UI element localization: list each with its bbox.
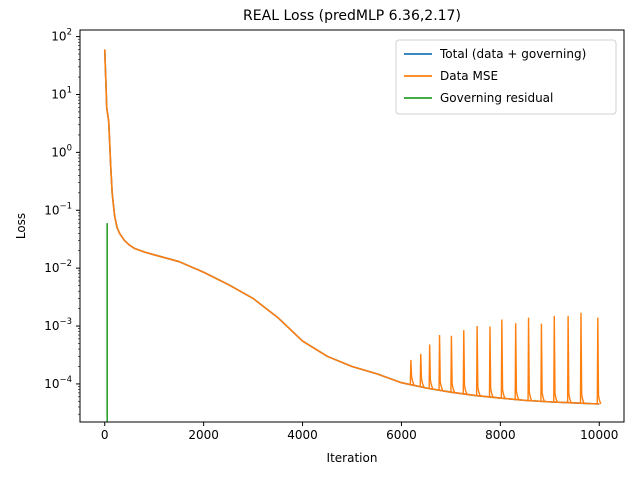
data-mse-spike xyxy=(488,326,494,398)
y-axis: 10−4 10−3 10−2 10−1 100 101 102 xyxy=(44,28,80,415)
series-layer xyxy=(103,49,602,422)
y-tick-label: 100 xyxy=(51,143,72,159)
y-axis-label: Loss xyxy=(14,213,28,239)
data-mse-spike xyxy=(579,312,585,404)
legend-entry: Data MSE xyxy=(440,69,498,83)
data-mse-spike xyxy=(500,319,506,399)
legend-box xyxy=(395,39,617,115)
data-mse-spike xyxy=(514,323,520,400)
x-tick-label: 6000 xyxy=(386,428,417,442)
y-tick-label: 102 xyxy=(51,28,72,44)
data-mse-spike xyxy=(540,323,546,402)
data-mse-spike xyxy=(596,317,602,405)
data-mse-spike xyxy=(527,317,533,401)
legend-entry: Total (data + governing) xyxy=(439,47,586,61)
data-mse-spike xyxy=(450,335,456,393)
x-axis: 0 2000 4000 6000 8000 10000 xyxy=(101,422,618,442)
data-mse-spike xyxy=(438,335,444,391)
x-tick-label: 8000 xyxy=(485,428,516,442)
data-mse-spike xyxy=(419,353,425,387)
data-mse-spike xyxy=(409,359,415,385)
x-tick-label: 0 xyxy=(101,428,109,442)
data-mse-spike xyxy=(553,315,558,403)
legend-entry: Governing residual xyxy=(440,91,553,105)
x-tick-label: 4000 xyxy=(287,428,318,442)
plot-area xyxy=(79,29,625,423)
chart-title: REAL Loss (predMLP 6.36,2.17) xyxy=(243,8,461,24)
y-tick-label: 10−1 xyxy=(44,201,72,217)
y-tick-label: 101 xyxy=(51,85,72,101)
legend: Total (data + governing) Data MSE Governin… xyxy=(395,39,617,115)
axes-frame xyxy=(79,29,625,423)
y-tick-label: 10−3 xyxy=(44,317,72,333)
y-tick-label: 10−4 xyxy=(44,375,72,391)
data-mse-spike xyxy=(475,326,481,396)
data-mse-spike xyxy=(462,330,468,395)
x-tick-label: 10000 xyxy=(580,428,618,442)
data-mse-spike xyxy=(566,315,572,403)
data-mse-spike xyxy=(428,344,434,389)
x-tick-label: 2000 xyxy=(188,428,219,442)
y-tick-label: 10−2 xyxy=(44,259,72,275)
x-axis-label: Iteration xyxy=(327,451,378,465)
